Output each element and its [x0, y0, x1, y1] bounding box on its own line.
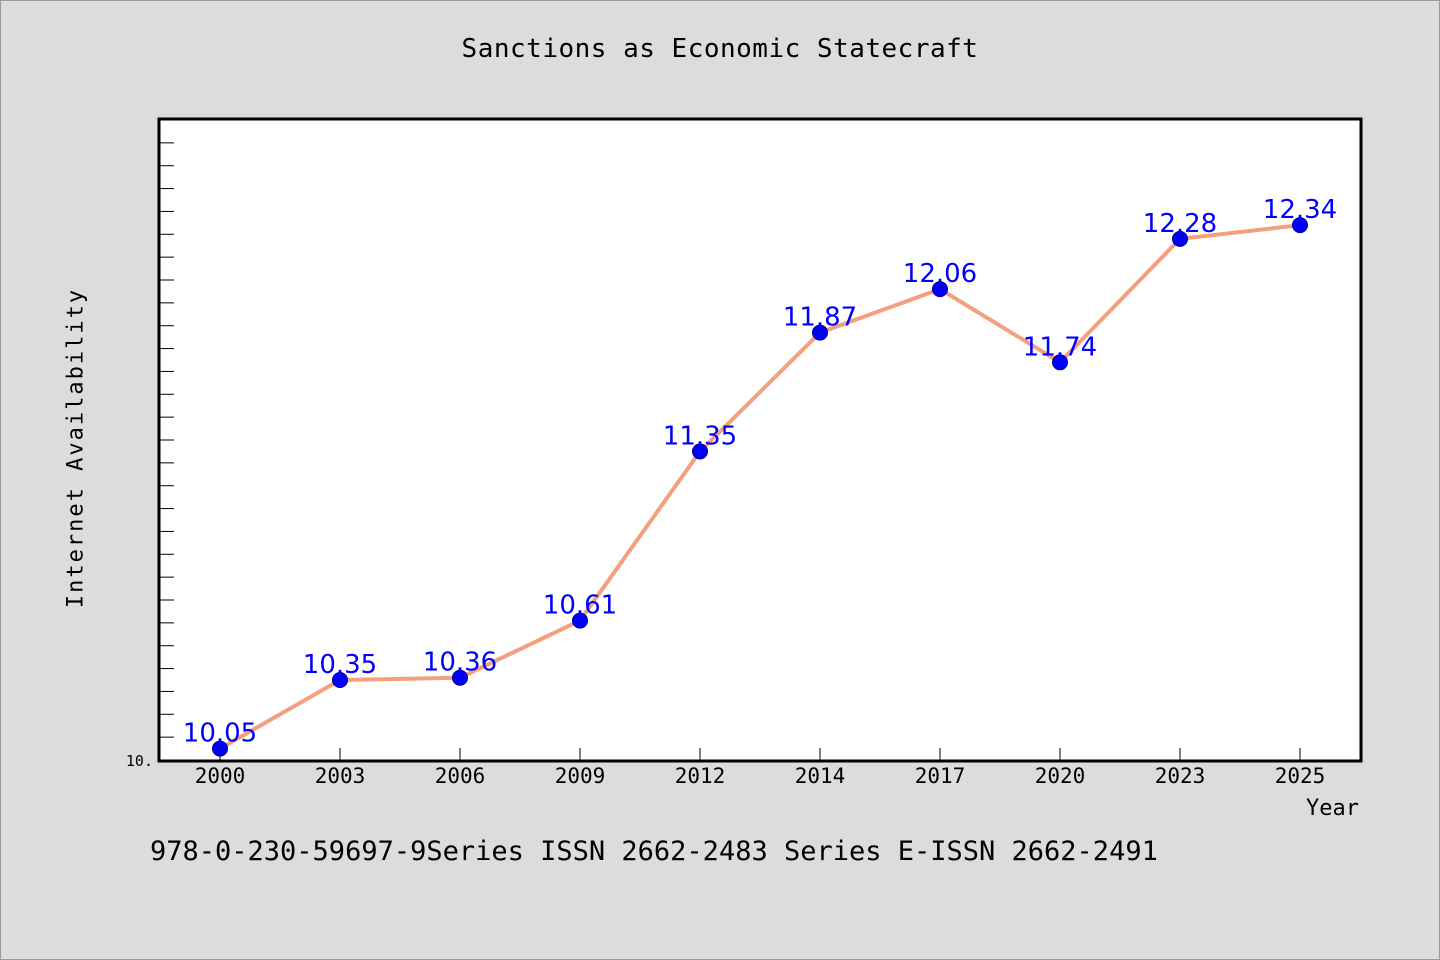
- series-line-group: [219, 223, 1301, 751]
- data-point-marker: [812, 324, 828, 341]
- x-tick-label: 2000: [195, 764, 246, 788]
- data-label: 12.34: [1263, 195, 1337, 225]
- x-axis-tick-labels: 2000 2003 2006 2009 2012 2014 2017 2020 2023 2025: [195, 764, 1326, 788]
- x-axis-label: Year: [1306, 796, 1359, 821]
- data-label: 12.28: [1143, 209, 1217, 239]
- x-axis-ticks: [219, 748, 1301, 760]
- data-point-marker: [1292, 217, 1308, 234]
- y-tick-label: 10.: [126, 752, 153, 770]
- data-point-marker: [1172, 230, 1188, 247]
- data-point-marker: [212, 740, 228, 757]
- plot-frame: [157, 117, 1363, 763]
- data-point-marker: [332, 672, 348, 688]
- x-tick-label: 2003: [315, 764, 366, 788]
- y-axis-ticks: [160, 142, 174, 738]
- data-point-marker: [932, 281, 948, 298]
- data-point-marker: [692, 443, 708, 460]
- x-tick-label: 2017: [915, 764, 966, 788]
- data-label: 10.61: [543, 591, 617, 621]
- data-label: 11.87: [783, 303, 857, 333]
- x-tick-label: 2012: [675, 764, 726, 788]
- data-point-marker: [1052, 354, 1068, 371]
- x-tick-label: 2009: [555, 764, 606, 788]
- x-tick-label: 2023: [1155, 764, 1206, 788]
- x-tick-label: 2006: [435, 764, 486, 788]
- series-markers: [212, 217, 1308, 757]
- x-tick-label: 2025: [1275, 764, 1326, 788]
- data-point-marker: [572, 612, 588, 629]
- data-label: 10.35: [303, 650, 377, 680]
- data-labels: 10.05 10.35 10.36 10.61 11.35 11.87 12.06 11.74…: [183, 195, 1337, 748]
- chart-title: Sanctions as Economic Statecraft: [461, 34, 979, 64]
- data-label: 10.05: [183, 719, 257, 749]
- data-label: 11.35: [663, 421, 737, 451]
- y-axis-label: Internet Availability: [63, 287, 89, 609]
- data-label: 10.36: [423, 648, 497, 678]
- x-tick-label: 2020: [1035, 764, 1086, 788]
- data-label: 12.06: [903, 259, 977, 289]
- data-point-marker: [452, 669, 468, 686]
- data-label: 11.74: [1023, 332, 1097, 362]
- x-tick-label: 2014: [795, 764, 846, 788]
- series-line: [219, 223, 1301, 751]
- footer-isbn-text: 978-0-230-59697-9Series ISSN 2662-2483 S…: [150, 836, 1158, 867]
